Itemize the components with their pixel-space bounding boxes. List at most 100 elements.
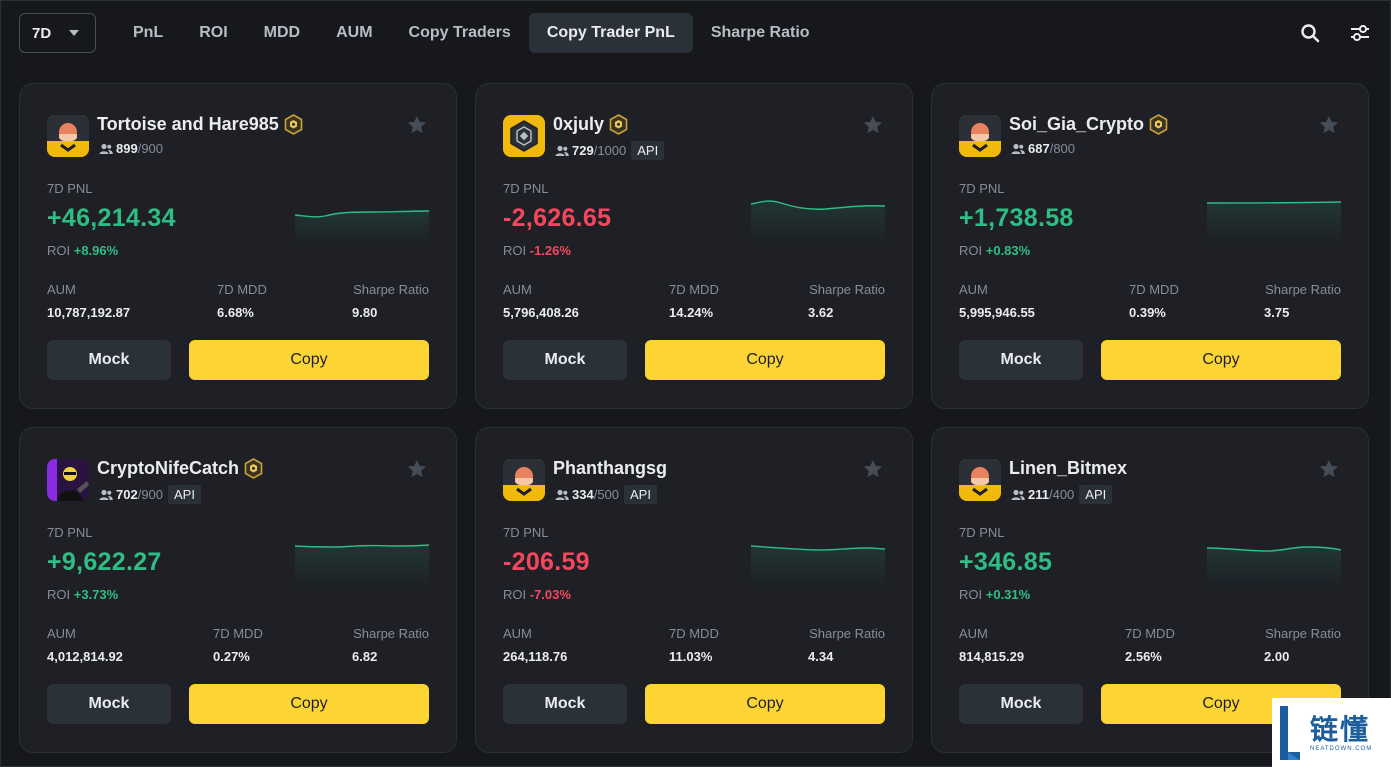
tab-roi[interactable]: ROI [199, 24, 228, 41]
avatar[interactable] [503, 459, 545, 501]
roi-label: ROI [503, 587, 530, 602]
trader-name[interactable]: 0xjuly [553, 114, 605, 134]
trader-card-4[interactable]: CryptoNifeCatch 702 /900 API 7D PNL +9,6… [19, 427, 457, 753]
mdd-value: 0.39% [1129, 305, 1166, 320]
sharpe-value: 3.62 [808, 305, 834, 320]
aum-value: 10,787,192.87 [47, 305, 131, 320]
mdd-value: 6.68% [217, 305, 254, 320]
star-favorite-icon[interactable] [862, 114, 884, 136]
mdd-value: 2.56% [1125, 649, 1162, 664]
users-icon [1011, 143, 1025, 155]
pnl-label: 7D PNL [959, 525, 1005, 540]
copier-count: 687 /800 [1011, 141, 1075, 156]
watermark-en: NEATDOWN.COM [1310, 745, 1373, 752]
aum-value: 5,995,946.55 [959, 305, 1035, 320]
api-tag: API [1079, 485, 1113, 504]
mdd-value: 0.27% [213, 649, 250, 664]
mock-button[interactable]: Mock [47, 684, 171, 724]
aum-label: AUM [47, 626, 76, 641]
pnl-value: -2,626.65 [503, 204, 612, 232]
caret-down-icon [69, 30, 79, 36]
copier-current: 702 [116, 487, 138, 502]
roi-value: +0.31% [985, 587, 1031, 602]
mock-button[interactable]: Mock [959, 340, 1083, 380]
copy-button[interactable]: Copy [645, 340, 885, 380]
sharpe-label: Sharpe Ratio [1265, 282, 1341, 297]
aum-value: 5,796,408.26 [503, 305, 579, 320]
pnl-label: 7D PNL [503, 181, 549, 196]
trader-card-5[interactable]: Phanthangsg 334 /500 API 7D PNL -206.59 … [475, 427, 913, 753]
roi-value: -7.03% [529, 587, 571, 602]
aum-label: AUM [959, 626, 988, 641]
copier-max: /1000 [593, 143, 627, 158]
star-favorite-icon[interactable] [1318, 458, 1340, 480]
trader-name[interactable]: Tortoise and Hare985 [97, 114, 279, 134]
sharpe-label: Sharpe Ratio [809, 626, 885, 641]
roi-label: ROI [503, 243, 530, 258]
avatar[interactable] [959, 459, 1001, 501]
mock-button[interactable]: Mock [503, 340, 627, 380]
tab-pnl[interactable]: PnL [133, 24, 164, 41]
aum-value: 264,118.76 [503, 649, 568, 664]
trader-card-1[interactable]: Tortoise and Hare985 899 /900 7D PNL +46… [19, 83, 457, 409]
aum-value: 4,012,814.92 [47, 649, 123, 664]
tab-sharpe-ratio[interactable]: Sharpe Ratio [710, 24, 810, 41]
users-icon [99, 489, 113, 501]
star-favorite-icon[interactable] [1318, 114, 1340, 136]
copy-button[interactable]: Copy [189, 340, 429, 380]
trader-name[interactable]: Soi_Gia_Crypto [1009, 114, 1145, 134]
verified-badge-icon [608, 114, 629, 135]
filter-sliders-icon[interactable] [1348, 21, 1372, 45]
trader-card-2[interactable]: 0xjuly 729 /1000 API 7D PNL -2,626.65 RO… [475, 83, 913, 409]
mdd-label: 7D MDD [1125, 626, 1175, 641]
avatar[interactable] [47, 459, 89, 501]
star-favorite-icon[interactable] [406, 458, 428, 480]
copier-current: 899 [116, 141, 138, 156]
tab-copy-trader-pnl[interactable]: Copy Trader PnL [528, 13, 693, 53]
api-tag: API [631, 141, 665, 160]
aum-label: AUM [47, 282, 76, 297]
sharpe-label: Sharpe Ratio [353, 626, 429, 641]
copier-count: 899 /900 [99, 141, 163, 156]
period-select[interactable]: 7D [19, 13, 96, 53]
copy-button[interactable]: Copy [189, 684, 429, 724]
trader-name[interactable]: Phanthangsg [553, 458, 668, 478]
mock-button[interactable]: Mock [503, 684, 627, 724]
tab-aum[interactable]: AUM [336, 24, 373, 41]
pnl-sparkline [295, 210, 429, 244]
pnl-label: 7D PNL [959, 181, 1005, 196]
mock-button[interactable]: Mock [959, 684, 1083, 724]
sort-tabs: PnL ROI MDD AUM Copy Traders Copy Trader… [115, 13, 828, 53]
avatar[interactable] [959, 115, 1001, 157]
aum-label: AUM [503, 626, 532, 641]
trader-name[interactable]: Linen_Bitmex [1009, 458, 1128, 478]
pnl-label: 7D PNL [503, 525, 549, 540]
pnl-sparkline [751, 200, 885, 244]
mock-button[interactable]: Mock [47, 340, 171, 380]
mdd-label: 7D MDD [213, 626, 263, 641]
pnl-sparkline [295, 544, 429, 588]
avatar[interactable] [47, 115, 89, 157]
trader-name[interactable]: CryptoNifeCatch [97, 458, 240, 478]
tab-mdd[interactable]: MDD [263, 24, 301, 41]
copy-button[interactable]: Copy [1101, 340, 1341, 380]
pnl-sparkline [1207, 201, 1341, 244]
tab-copy-traders[interactable]: Copy Traders [408, 24, 511, 41]
verified-badge-icon [243, 458, 264, 479]
trader-name-row: 0xjuly [553, 114, 629, 135]
trader-card-3[interactable]: Soi_Gia_Crypto 687 /800 7D PNL +1,738.58… [931, 83, 1369, 409]
copier-max: /900 [137, 487, 164, 502]
pnl-sparkline [1207, 546, 1341, 588]
copy-button[interactable]: Copy [645, 684, 885, 724]
pnl-value: +1,738.58 [959, 204, 1074, 232]
roi-row: ROI +3.73% [47, 587, 118, 602]
star-favorite-icon[interactable] [406, 114, 428, 136]
search-icon[interactable] [1298, 21, 1322, 45]
sharpe-value: 6.82 [352, 649, 378, 664]
users-icon [555, 145, 569, 157]
sharpe-label: Sharpe Ratio [809, 282, 885, 297]
top-bar: 7D PnL ROI MDD AUM Copy Traders Copy Tra… [19, 13, 1372, 53]
avatar[interactable] [503, 115, 545, 157]
mdd-label: 7D MDD [217, 282, 267, 297]
star-favorite-icon[interactable] [862, 458, 884, 480]
